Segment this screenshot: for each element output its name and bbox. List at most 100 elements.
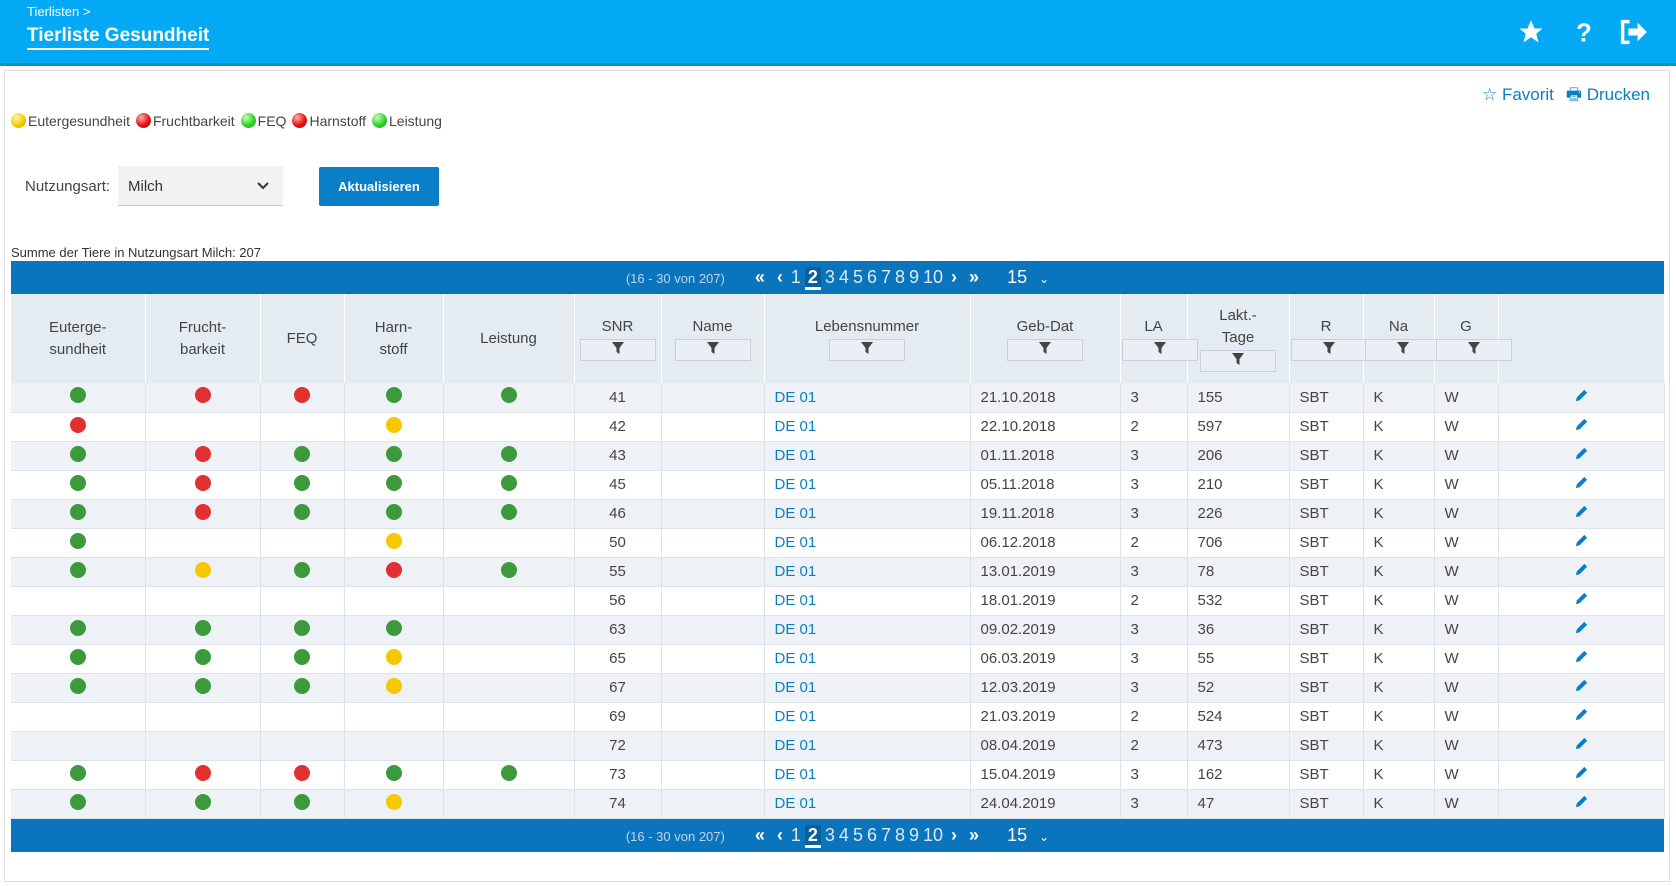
lebensnummer[interactable]: DE 01 (764, 789, 971, 819)
filter-box[interactable] (829, 338, 905, 361)
page-link[interactable]: 4 (838, 825, 849, 845)
filter-box[interactable] (674, 338, 751, 361)
page-link[interactable]: 7 (880, 267, 891, 287)
lebensnummer[interactable]: DE 01 (764, 731, 971, 761)
page-link[interactable]: 2 (804, 267, 821, 290)
page-link[interactable]: 1 (790, 825, 801, 845)
first-page[interactable]: « (754, 267, 765, 287)
page-link[interactable]: 8 (894, 825, 905, 845)
lebensnummer[interactable]: DE 01 (764, 557, 971, 587)
la: 2 (1120, 702, 1188, 732)
header-row: Euterge-sundheit Frucht-barkeit FEQ Harn-st… (11, 294, 1665, 383)
page-link[interactable]: 10 (923, 267, 944, 287)
page-link[interactable]: 9 (909, 825, 920, 845)
lebensnummer[interactable]: DE 01 (764, 673, 971, 703)
edit-icon[interactable] (1574, 765, 1589, 780)
help-icon[interactable]: ? (1570, 18, 1598, 46)
favorit-label[interactable]: Favorit (1501, 85, 1554, 104)
status-cell (344, 789, 444, 819)
edit-icon[interactable] (1574, 475, 1589, 490)
page-link[interactable]: 3 (824, 825, 835, 845)
edit-icon[interactable] (1574, 678, 1589, 693)
next-page[interactable]: › (951, 825, 958, 845)
r: SBT (1289, 615, 1364, 645)
page-link[interactable]: 5 (852, 267, 863, 287)
header-label: R (1320, 318, 1332, 336)
select[interactable]: Milch (118, 166, 283, 206)
geb-dat: 05.11.2018 (970, 470, 1121, 500)
page-link[interactable]: 6 (866, 267, 877, 287)
la: 2 (1120, 731, 1188, 761)
page-link[interactable]: 10 (923, 825, 944, 845)
page-link[interactable]: 1 (790, 267, 801, 287)
filter-box[interactable] (1290, 338, 1367, 361)
prev-page[interactable]: ‹ (776, 267, 783, 287)
breadcrumb[interactable]: Tierlisten > (27, 4, 91, 19)
filter-box[interactable] (579, 338, 656, 361)
status-cell (260, 702, 345, 732)
status-dot (294, 793, 310, 810)
lebensnummer[interactable]: DE 01 (764, 528, 971, 558)
edit-icon[interactable] (1574, 736, 1589, 751)
filter-box[interactable] (1007, 338, 1083, 361)
lebensnummer[interactable]: DE 01 (764, 441, 971, 471)
status-cell (344, 760, 444, 790)
lebensnummer[interactable]: DE 01 (764, 499, 971, 529)
geb-dat: 22.10.2018 (970, 412, 1121, 442)
star-icon[interactable] (1517, 18, 1545, 46)
lebensnummer[interactable]: DE 01 (764, 760, 971, 790)
lebensnummer[interactable]: DE 01 (764, 470, 971, 500)
lebensnummer[interactable]: DE 01 (764, 702, 971, 732)
edit-icon[interactable] (1574, 620, 1589, 635)
edit-icon[interactable] (1574, 533, 1589, 548)
page-link[interactable]: 8 (894, 267, 905, 287)
prev-page[interactable]: ‹ (776, 825, 783, 845)
next-page[interactable]: › (951, 267, 958, 287)
lebensnummer[interactable]: DE 01 (764, 644, 971, 674)
lakt-tage: 706 (1187, 528, 1290, 558)
edit-icon[interactable] (1574, 562, 1589, 577)
page-link[interactable]: 5 (852, 825, 863, 845)
page-link[interactable]: 9 (909, 267, 920, 287)
page-link[interactable]: 3 (824, 267, 835, 287)
first-page[interactable]: « (754, 825, 765, 845)
snr: 46 (574, 499, 662, 529)
column-header (1498, 294, 1665, 383)
page-link[interactable]: 6 (866, 825, 877, 845)
last-page[interactable]: » (969, 825, 980, 845)
edit-icon[interactable] (1574, 417, 1589, 432)
filter-box[interactable] (1121, 338, 1198, 361)
edit-icon[interactable] (1574, 504, 1589, 519)
status-dot (194, 445, 211, 462)
page-size[interactable]: 15 (1007, 825, 1028, 845)
page-link[interactable]: 7 (880, 825, 891, 845)
lebensnummer[interactable]: DE 01 (764, 412, 971, 442)
filter-box[interactable] (1364, 338, 1441, 361)
edit-icon[interactable] (1574, 649, 1589, 664)
page-link[interactable]: 4 (838, 267, 849, 287)
edit-icon[interactable] (1574, 794, 1589, 809)
favorit[interactable]: ☆ Favorit (1481, 85, 1554, 104)
page-link[interactable]: 2 (804, 825, 821, 848)
status-dot (385, 474, 402, 491)
status-cell (443, 441, 575, 471)
filter-box[interactable] (1200, 349, 1276, 372)
lebensnummer[interactable]: DE 01 (764, 586, 971, 616)
update-button[interactable]: Aktualisieren (319, 167, 439, 206)
filter-box[interactable] (1435, 338, 1512, 361)
drucken[interactable]: 🖶 Drucken (1565, 85, 1650, 104)
edit-icon[interactable] (1574, 446, 1589, 461)
page-size-chevron: ⌄ (1039, 272, 1050, 286)
last-page[interactable]: » (969, 267, 980, 287)
logout-icon[interactable] (1618, 18, 1648, 46)
drucken-label[interactable]: Drucken (1586, 85, 1650, 104)
status-cell (344, 412, 444, 442)
page-size[interactable]: 15 (1007, 267, 1028, 287)
header-label: FEQ (286, 329, 318, 347)
edit-icon[interactable] (1574, 388, 1589, 403)
lakt-tage: 473 (1187, 731, 1290, 761)
edit-icon[interactable] (1574, 591, 1589, 606)
edit-icon[interactable] (1574, 707, 1589, 722)
lebensnummer[interactable]: DE 01 (764, 615, 971, 645)
lebensnummer[interactable]: DE 01 (764, 383, 971, 413)
